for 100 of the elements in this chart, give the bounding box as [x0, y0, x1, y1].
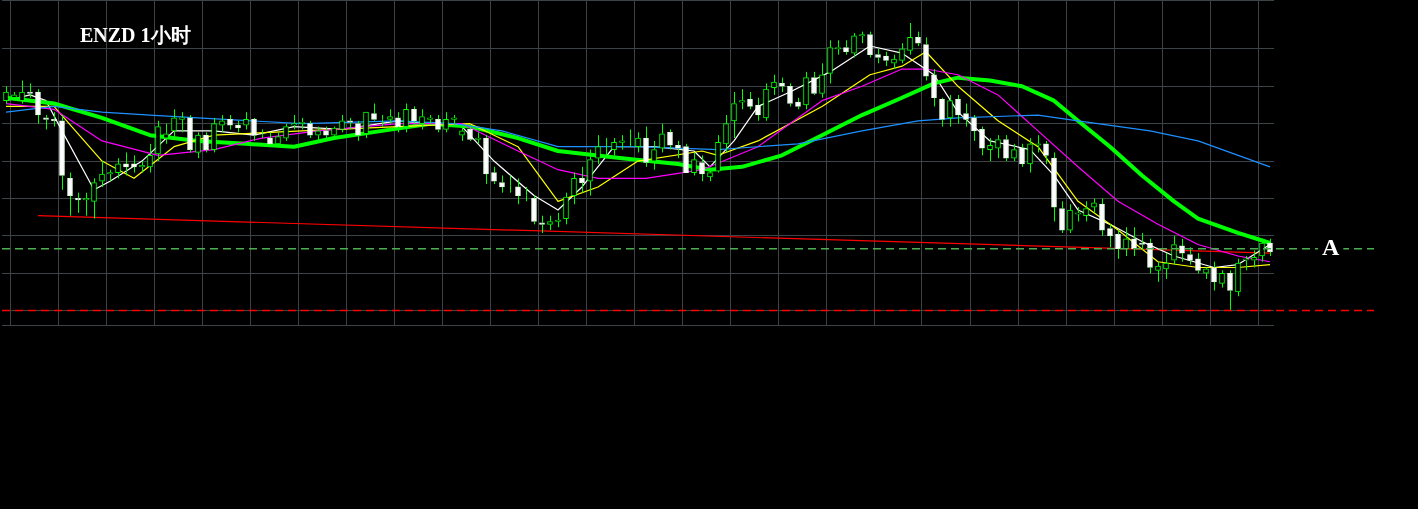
candlestick [955, 94, 961, 125]
candlestick [1067, 203, 1073, 234]
candlestick [635, 131, 641, 153]
candlestick [307, 120, 313, 139]
candlestick [411, 105, 417, 125]
candlestick [947, 94, 953, 128]
candlestick [851, 32, 857, 59]
candlestick [659, 123, 665, 153]
candlestick [1251, 249, 1257, 268]
candlestick [651, 140, 657, 171]
candlestick [1019, 143, 1025, 168]
candlestick [875, 48, 881, 64]
candlestick [819, 62, 825, 99]
candlestick [1163, 252, 1169, 280]
candlestick [1091, 197, 1097, 214]
candlestick [979, 126, 985, 156]
candlestick [419, 108, 425, 130]
candlestick [547, 215, 553, 231]
candlestick [27, 82, 33, 99]
candlestick [67, 172, 73, 217]
candlestick [739, 88, 745, 110]
candlestick [339, 114, 345, 133]
candlestick [355, 120, 361, 142]
candlestick [803, 71, 809, 110]
candlestick [1227, 269, 1233, 312]
candlestick [219, 114, 225, 133]
chart-title: ENZD 1小时 [80, 23, 191, 48]
candlestick [107, 169, 113, 182]
candlestick [683, 143, 689, 173]
candlestick [1099, 197, 1105, 237]
candlestick [899, 42, 905, 64]
candlestick [755, 97, 761, 122]
candlestick [19, 80, 25, 105]
candlestick [91, 177, 97, 220]
candlestick [843, 39, 849, 56]
candlestick [707, 169, 713, 182]
candlestick [99, 160, 105, 188]
candlestick [699, 154, 705, 182]
candlestick [891, 54, 897, 70]
candlestick [883, 51, 889, 67]
candlestick [587, 149, 593, 197]
candlestick [795, 97, 801, 110]
candlestick [1115, 229, 1121, 260]
candlestick [1139, 232, 1145, 251]
candlestick [691, 151, 697, 176]
candlestick [859, 31, 865, 44]
candlestick [939, 98, 945, 128]
candlestick [427, 114, 433, 125]
candlestick [827, 39, 833, 84]
candlestick [243, 111, 249, 130]
candlestick [443, 111, 449, 133]
candlestick [267, 131, 273, 148]
candlestick [1123, 226, 1129, 257]
candlestick [1035, 134, 1041, 153]
candlestick [995, 134, 1001, 159]
candlestick [835, 39, 841, 56]
candlestick [371, 103, 377, 120]
candlestick [467, 126, 473, 140]
candlestick [1107, 223, 1113, 248]
candlestick [491, 166, 497, 185]
candlestick [1155, 261, 1161, 283]
candlestick [539, 215, 545, 234]
candlestick [363, 111, 369, 139]
candlestick [147, 143, 153, 174]
candlestick [83, 192, 89, 217]
candlestick [291, 114, 297, 130]
candlestick [987, 137, 993, 162]
candlestick [667, 128, 673, 151]
candlestick [1059, 200, 1065, 234]
candlestick [723, 114, 729, 153]
ref-line-label: A [1322, 233, 1340, 260]
candlestick [171, 108, 177, 139]
candlestick [971, 114, 977, 142]
candlestick [395, 111, 401, 133]
candlestick [155, 120, 161, 162]
candlestick [315, 126, 321, 142]
candlestick [731, 91, 737, 139]
candlestick [611, 137, 617, 156]
candlestick [771, 74, 777, 96]
candlestick [1051, 151, 1057, 222]
candlestick [779, 77, 785, 93]
candlestick [75, 192, 81, 214]
candlestick [331, 127, 337, 139]
candlestick [715, 134, 721, 172]
candlestick [59, 114, 65, 191]
candlestick [1027, 137, 1033, 174]
candlestick [595, 134, 601, 165]
candlestick [555, 212, 561, 228]
candlestick [1131, 226, 1137, 257]
candlestick [483, 134, 489, 185]
candlestick [451, 114, 457, 128]
candlestick [35, 88, 41, 125]
candlestick [323, 126, 329, 139]
candlestick [475, 131, 481, 145]
candlestick [115, 157, 121, 179]
candlestick [163, 123, 169, 145]
candlestick [1075, 206, 1081, 222]
candlestick [1083, 200, 1089, 222]
candlestick [563, 192, 569, 225]
candlestick [1003, 134, 1009, 162]
